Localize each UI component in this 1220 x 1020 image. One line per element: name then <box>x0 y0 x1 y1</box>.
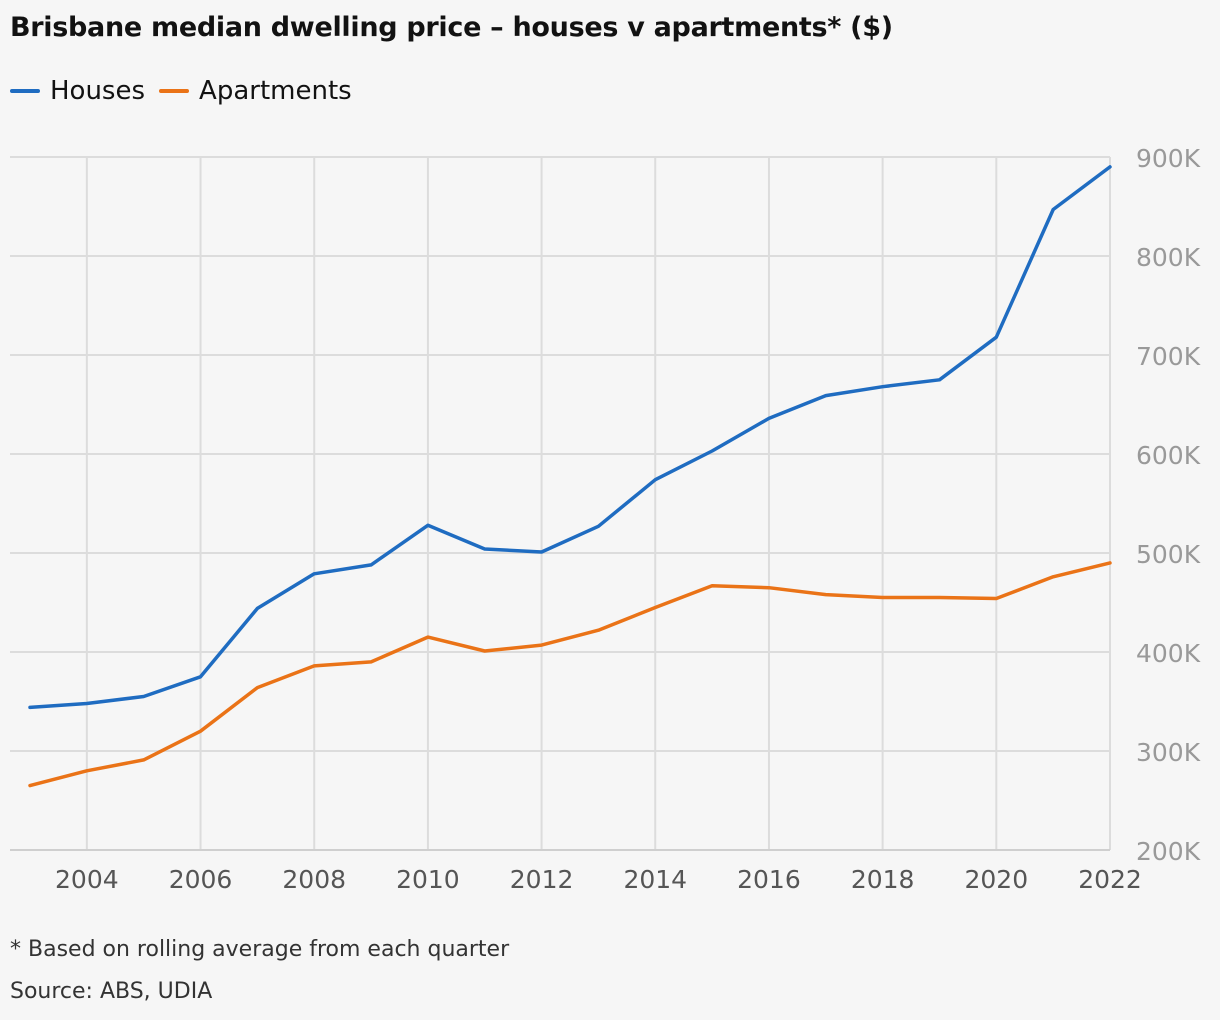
x-tick-label: 2010 <box>396 865 460 894</box>
x-tick-label: 2008 <box>282 865 346 894</box>
y-tick-label: 600K <box>1136 441 1201 470</box>
x-tick-label: 2020 <box>965 865 1029 894</box>
y-tick-label: 300K <box>1136 738 1201 767</box>
legend-swatch-apartments <box>159 89 190 93</box>
legend-swatch-houses <box>10 89 40 93</box>
series-line-apartments <box>28 561 1112 788</box>
y-tick-label: 500K <box>1136 540 1201 569</box>
y-tick-label: 800K <box>1136 243 1201 272</box>
legend-item-apartments: Apartments <box>159 76 352 106</box>
x-tick-label: 2004 <box>55 865 119 894</box>
source-note: Source: ABS, UDIA <box>10 979 213 1004</box>
x-tick-label: 2014 <box>623 865 687 894</box>
x-tick-label: 2016 <box>737 865 801 894</box>
x-tick-label: 2018 <box>851 865 915 894</box>
series-line-houses <box>28 165 1112 710</box>
y-tick-label: 900K <box>1136 144 1201 173</box>
y-tick-label: 700K <box>1136 342 1201 371</box>
legend-label-houses: Houses <box>50 76 146 106</box>
x-tick-label: 2006 <box>169 865 233 894</box>
x-tick-label: 2022 <box>1078 865 1142 894</box>
footnote: * Based on rolling average from each qua… <box>10 937 510 962</box>
legend: Houses Apartments <box>10 76 366 106</box>
legend-label-apartments: Apartments <box>199 76 352 106</box>
y-tick-label: 200K <box>1136 837 1201 866</box>
legend-item-houses: Houses <box>10 76 145 106</box>
y-tick-label: 400K <box>1136 639 1201 668</box>
x-tick-label: 2012 <box>510 865 574 894</box>
chart-title: Brisbane median dwelling price – houses … <box>10 12 893 43</box>
